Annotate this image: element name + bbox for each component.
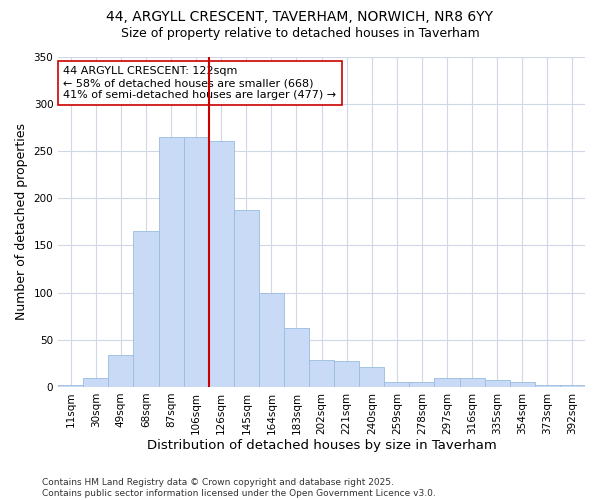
- Bar: [460, 378, 485, 387]
- Bar: [158, 137, 184, 387]
- Bar: [485, 380, 510, 387]
- Bar: [434, 378, 460, 387]
- Bar: [184, 137, 209, 387]
- Bar: [535, 385, 560, 387]
- Bar: [234, 210, 259, 387]
- Bar: [510, 382, 535, 387]
- Text: 44, ARGYLL CRESCENT, TAVERHAM, NORWICH, NR8 6YY: 44, ARGYLL CRESCENT, TAVERHAM, NORWICH, …: [107, 10, 493, 24]
- Bar: [58, 385, 83, 387]
- Text: Contains HM Land Registry data © Crown copyright and database right 2025.
Contai: Contains HM Land Registry data © Crown c…: [42, 478, 436, 498]
- Text: Size of property relative to detached houses in Taverham: Size of property relative to detached ho…: [121, 28, 479, 40]
- Bar: [309, 360, 334, 387]
- Bar: [209, 142, 234, 387]
- Bar: [334, 360, 359, 387]
- Bar: [560, 385, 585, 387]
- Bar: [109, 355, 133, 387]
- Bar: [83, 378, 109, 387]
- Bar: [259, 292, 284, 387]
- Text: 44 ARGYLL CRESCENT: 122sqm
← 58% of detached houses are smaller (668)
41% of sem: 44 ARGYLL CRESCENT: 122sqm ← 58% of deta…: [64, 66, 337, 100]
- X-axis label: Distribution of detached houses by size in Taverham: Distribution of detached houses by size …: [147, 440, 496, 452]
- Bar: [133, 231, 158, 387]
- Bar: [385, 382, 409, 387]
- Bar: [409, 382, 434, 387]
- Bar: [284, 328, 309, 387]
- Y-axis label: Number of detached properties: Number of detached properties: [15, 123, 28, 320]
- Bar: [359, 367, 385, 387]
